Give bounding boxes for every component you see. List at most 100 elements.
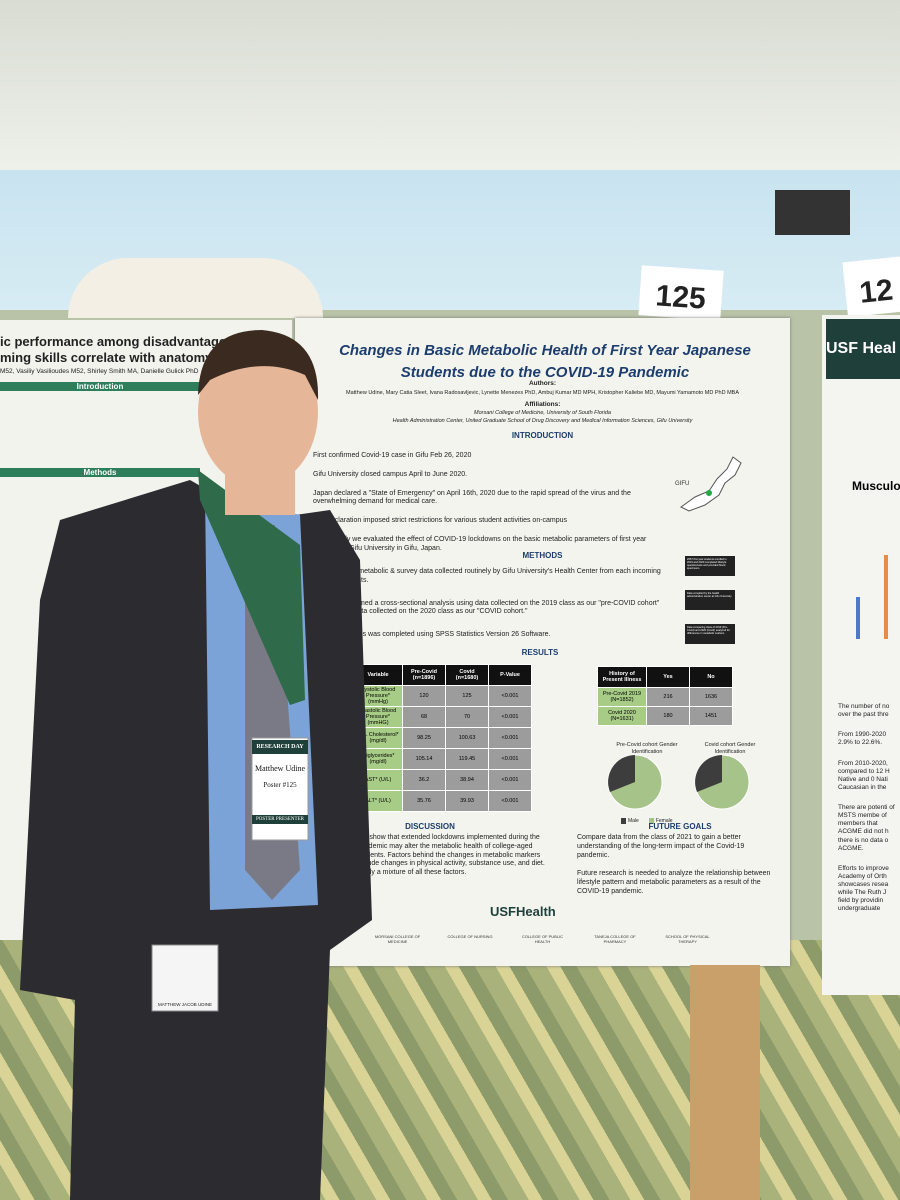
table-cell: 119.45 [445,748,489,770]
ceiling [0,0,900,170]
authors: M52, Vasiliy Vasilioudes M52, Shirley Sm… [0,368,199,375]
header-cell: History of Present Illness [597,666,647,688]
table-cell: 70 [445,706,489,728]
section-heading: DISCUSSION [405,822,455,831]
table-cell: <0.001 [488,706,532,728]
right-poster: USF Heal Musculo The number of no over t… [822,315,900,995]
poster-logo: USF Heal [826,319,900,379]
table: History of Present Illness Yes No Pre-Covid… [597,666,733,726]
japan-map: GIFU [675,456,742,512]
chart-title: Musculo [852,479,900,493]
bullet: Gifu University closed campus April to J… [313,470,468,478]
center-poster: Changes in Basic Metabolic Health of Fir… [295,318,790,966]
pie-title: Covid cohort Gender Identification [704,742,756,755]
table-cell: 38.94 [445,769,489,791]
college: TANEJA COLLEGE OF PHARMACY [594,934,636,944]
map-marker [706,490,712,496]
bullet-list: First confirmed Covid-19 case in Gifu Fe… [313,452,663,563]
college: SCHOOL OF PHYSICAL THERAPY [665,934,710,944]
college: COLLEGE OF PUBLIC HEALTH [521,934,564,944]
affiliation: Morsani College of Medicine, University … [474,410,611,416]
discussion-text: We show that extended lockdowns implemen… [357,834,545,876]
college: MORSANI COLLEGE OF MEDICINE [374,934,421,944]
table-grid: Variable Pre-Covid (n=1896) Covid (n=1680)… [353,664,532,812]
bullet: Japan declared a "State of Emergency" on… [313,489,631,506]
legend-entry: Male [621,818,639,824]
header-cell: Variable [353,664,403,686]
table-row: LDL Cholesterol* (mg/dl) 98.25 100.63 <0.00… [353,727,532,749]
table-row: Pre-Covid 2019 (N=1852) 216 1636 [597,687,733,707]
bullet: From 1990-2020 2.9% to 22.6%. [838,731,887,747]
flow-box: Data comparing class of 2019 (Pre-Covid)… [685,624,735,644]
badge: RESEARCH DAY Matthew Udine Poster #125 P… [252,740,308,824]
table-row: Diastolic Blood Pressure* (mmHG) 68 70 <0.0… [353,706,532,728]
bullet: Performed a cross-sectional analysis usi… [340,599,660,616]
table-cell: <0.001 [488,790,532,812]
section-heading: RESULTS [521,648,559,657]
table-cell: <0.001 [488,727,532,749]
id-name: MATTHEW JACOB UDINE [158,1002,212,1007]
bullet: Analysis was completed using SPSS Statis… [340,631,551,638]
table-cell: 216 [646,687,690,707]
affiliations-label: Affiliations: [524,401,561,408]
bullet: There are potenti of MSTS membe of membe… [838,804,895,852]
section-heading: Methods [0,468,200,477]
bullet: In this study we evaluated the effect of… [313,535,647,552]
flow-box: Data compiled by the health administrati… [685,590,735,610]
pies [607,754,750,810]
section-heading: FUTURE GOALS [648,822,712,831]
legend: Male Female [607,818,767,824]
section-heading: METHODS [522,551,563,560]
table-row: Covid 2020 (N=1631) 180 1451 [597,706,733,726]
table-grid: History of Present Illness Yes No Pre-Covid… [597,666,733,726]
section-heading: Introduction [0,382,200,391]
table-cell: 120 [402,685,446,707]
header-cell: P-Value [488,664,532,686]
poster-title: Changes in Basic Metabolic Health of Fir… [339,342,751,381]
bullet: Future research is needed to analyze the… [577,870,771,895]
authors-label: Authors: [528,380,557,387]
table: Variable Pre-Covid (n=1896) Covid (n=1680)… [353,664,532,812]
bullet: The number of no over the past thre [838,703,890,719]
easel-pole [690,965,760,1200]
logo: USFHealth [490,904,556,919]
header-cell: No [689,666,733,688]
badge-role: POSTER PRESENTER [252,815,308,824]
badge-event: RESEARCH DAY [252,740,308,754]
table-cell: 1451 [689,706,733,726]
bar [884,555,888,639]
bullet: Efforts to improve Academy of Orth showc… [838,864,889,913]
college-list: MORSANI COLLEGE OF MEDICINE COLLEGE OF NU… [370,934,715,944]
badge-name: Matthew Udine [255,764,305,773]
pie-title: Pre-Covid cohort Gender Identification [616,742,678,755]
table-cell: 180 [646,706,690,726]
bullet: The declaration imposed strict restricti… [313,517,568,524]
badge-poster: Poster #125 [263,781,297,789]
bullet-list: The number of no over the past thre From … [838,703,900,926]
map-label: GIFU [675,481,689,487]
table-cell: 35.76 [402,790,446,812]
projector [775,190,850,235]
section-heading: INTRODUCTION [511,431,574,440]
table-header: Variable Pre-Covid (n=1896) Covid (n=1680)… [353,664,532,686]
table-cell: 39.93 [445,790,489,812]
bullet: Compare data from the class of 2021 to g… [577,834,745,859]
bullet-list: Compare data from the class of 2021 to g… [577,834,777,907]
table-cell: 68 [402,706,446,728]
bullet: From 2010-2020, compared to 12 H Native … [838,759,890,791]
flow-chart: 2657 first year students enrolled in 201… [685,556,735,658]
authors: Matthew Udine, Mary Catia Sleet, Ivana R… [346,390,739,396]
id-card [151,944,219,1012]
header-cell: Pre-Covid (n=1896) [402,664,446,686]
table-cell: 100.63 [445,727,489,749]
title-line: ming skills correlate with anatomy learn… [0,350,267,365]
table-cell: Covid 2020 (N=1631) [597,706,647,726]
college: COLLEGE OF NURSING [447,934,493,939]
affiliation: Health Administration Center, United Gra… [392,418,693,424]
legend-entry: Female [648,818,673,824]
bullet: First confirmed Covid-19 case in Gifu Fe… [313,452,472,459]
table-cell: 1636 [689,687,733,707]
bar [856,597,860,639]
